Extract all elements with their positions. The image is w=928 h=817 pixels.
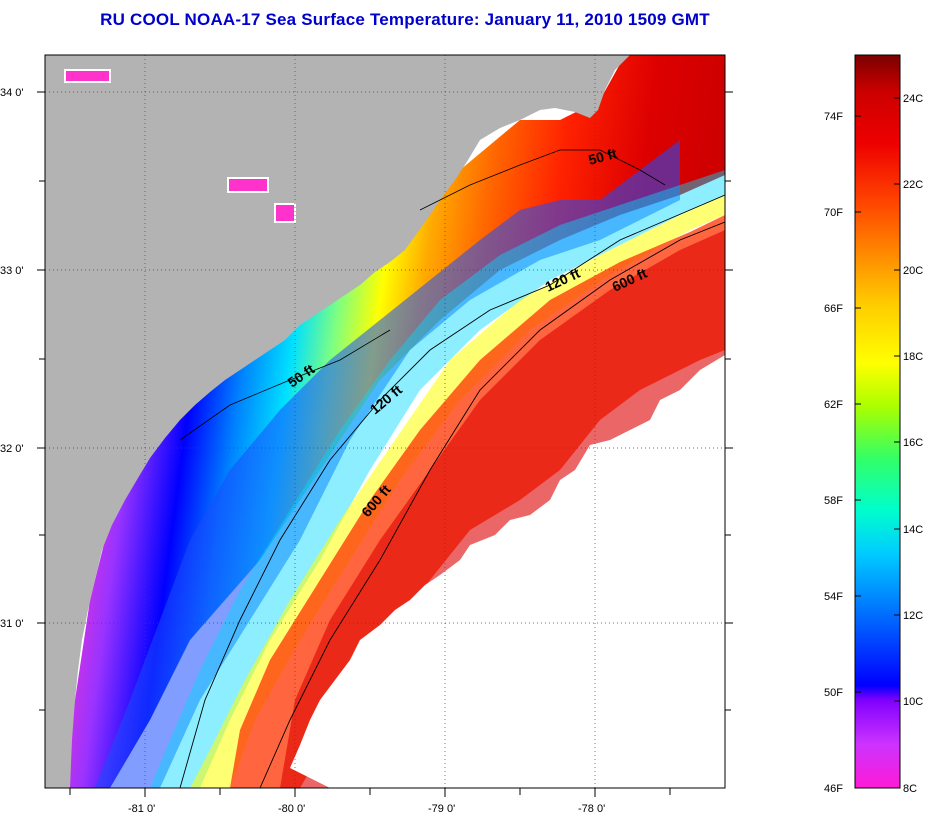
graticule	[45, 55, 725, 788]
colorbar-gradient	[854, 54, 901, 789]
map-frame	[44, 54, 726, 789]
cb-c-22: 22C	[903, 179, 923, 191]
cb-f-46: 46F	[824, 783, 843, 795]
lat-label-34: 34 0'	[0, 87, 24, 99]
cb-c-14: 14C	[903, 524, 923, 536]
cb-f-66: 66F	[824, 303, 843, 315]
lon-label-80: -80 0'	[278, 803, 305, 815]
lon-label-78: -78 0'	[578, 803, 605, 815]
lat-label-31: 31 0'	[0, 618, 24, 630]
cb-c-20: 20C	[903, 265, 923, 277]
cb-f-62: 62F	[824, 399, 843, 411]
cb-c-8: 8C	[903, 783, 917, 795]
lat-label-32: 32 0'	[0, 443, 24, 455]
cb-c-16: 16C	[903, 437, 923, 449]
lat-label-33: 33 0'	[0, 265, 24, 277]
lon-label-81: -81 0'	[128, 803, 155, 815]
cb-c-24: 24C	[903, 93, 923, 105]
sst-field	[60, 55, 725, 788]
cb-c-12: 12C	[903, 610, 923, 622]
lon-label-79: -79 0'	[428, 803, 455, 815]
contour-120ft	[179, 194, 725, 788]
ticks	[37, 91, 733, 797]
map-title: RU COOL NOAA-17 Sea Surface Temperature:…	[100, 10, 710, 29]
cb-f-54: 54F	[824, 591, 843, 603]
contour-50ft-south	[179, 329, 391, 441]
cb-f-50: 50F	[824, 687, 843, 699]
cb-f-70: 70F	[824, 207, 843, 219]
contour-label-50ft-north: 50 ft	[587, 145, 619, 168]
contour-50ft	[419, 149, 666, 211]
cb-f-74: 74F	[824, 111, 843, 123]
cb-f-58: 58F	[824, 495, 843, 507]
contour-600ft	[259, 221, 725, 788]
land-mass	[45, 55, 630, 788]
cb-c-10: 10C	[903, 696, 923, 708]
cb-c-18: 18C	[903, 351, 923, 363]
